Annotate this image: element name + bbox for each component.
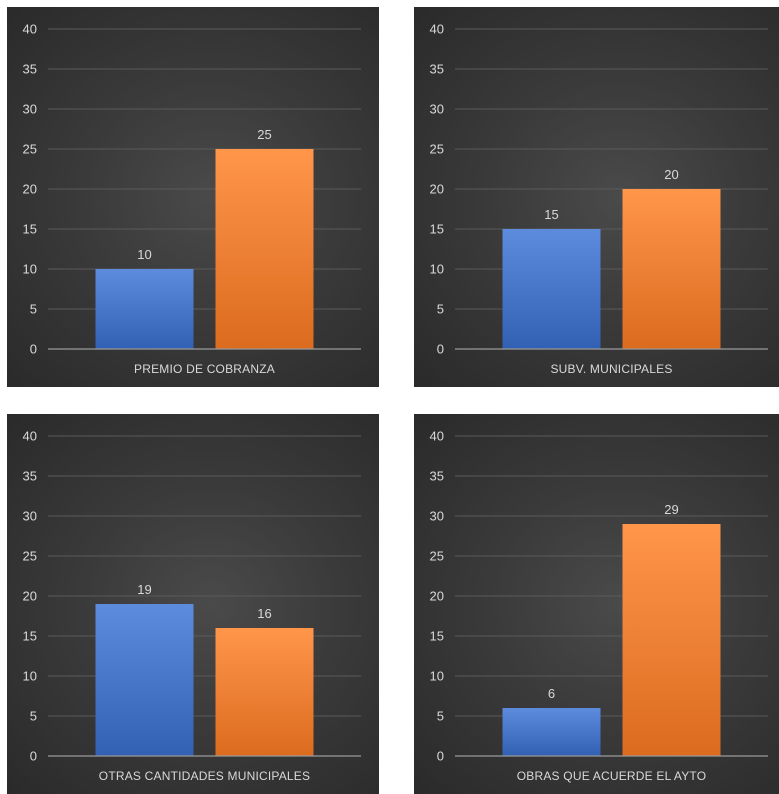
- y-tick-label: 0: [437, 342, 444, 357]
- y-tick-label: 10: [23, 669, 37, 684]
- y-tick-label: 15: [23, 629, 37, 644]
- bar-value-label: 15: [544, 207, 558, 222]
- bar-series-2: [622, 524, 721, 756]
- y-tick-label: 20: [23, 589, 37, 604]
- bar-value-label: 29: [664, 502, 678, 517]
- y-tick-label: 20: [23, 182, 37, 197]
- y-tick-label: 10: [23, 262, 37, 277]
- bar-value-label: 25: [257, 127, 271, 142]
- y-tick-label: 25: [430, 142, 444, 157]
- y-tick-label: 25: [23, 142, 37, 157]
- y-tick-label: 10: [430, 262, 444, 277]
- y-tick-label: 25: [430, 549, 444, 564]
- chart-svg-4: 0 5 10 15 20 25 30 35 40 6 29 OBRAS QUE ACUERDE EL …: [430, 429, 768, 783]
- bar-series-2: [622, 189, 721, 349]
- y-tick-label: 40: [430, 22, 444, 37]
- y-tick-label: 40: [23, 22, 37, 37]
- bar-value-label: 20: [664, 167, 678, 182]
- bar-series-1: [95, 269, 194, 349]
- y-tick-label: 20: [430, 182, 444, 197]
- bar-series-1: [502, 708, 601, 756]
- y-tick-label: 5: [437, 302, 444, 317]
- y-tick-label: 35: [23, 469, 37, 484]
- bar-value-label: 10: [137, 247, 151, 262]
- y-tick-label: 10: [430, 669, 444, 684]
- y-tick-label: 35: [23, 62, 37, 77]
- y-tick-label: 15: [430, 629, 444, 644]
- x-category-label: OBRAS QUE ACUERDE EL AYTO: [517, 769, 707, 783]
- y-tick-label: 0: [437, 749, 444, 764]
- bar-value-label: 16: [257, 606, 271, 621]
- y-tick-label: 5: [30, 302, 37, 317]
- y-tick-label: 0: [30, 342, 37, 357]
- chart-svg-2: 0 5 10 15 20 25 30 35 40 15 20 SUBV. MUNICIPALES: [430, 22, 768, 376]
- x-category-label: SUBV. MUNICIPALES: [550, 362, 672, 376]
- y-tick-label: 15: [430, 222, 444, 237]
- y-tick-label: 30: [430, 102, 444, 117]
- bar-series-1: [502, 229, 601, 349]
- y-tick-label: 40: [23, 429, 37, 444]
- x-category-label: PREMIO DE COBRANZA: [134, 362, 275, 376]
- bar-series-1: [95, 604, 194, 756]
- bar-value-label: 19: [137, 582, 151, 597]
- bar-series-2: [215, 149, 314, 349]
- y-tick-label: 35: [430, 62, 444, 77]
- y-tick-label: 0: [30, 749, 37, 764]
- y-tick-label: 35: [430, 469, 444, 484]
- chart-svg-1: 0 5 10 15 20 25 30 35 40 10 25 PREMIO DE COBRANZA: [23, 22, 361, 376]
- chart-panel-2: 0 5 10 15 20 25 30 35 40 15 20 SUBV. MUNICIPALES: [414, 7, 779, 387]
- y-tick-label: 30: [23, 102, 37, 117]
- y-tick-label: 40: [430, 429, 444, 444]
- y-tick-label: 30: [23, 509, 37, 524]
- chart-panel-4: 0 5 10 15 20 25 30 35 40 6 29 OBRAS QUE ACUERDE EL …: [414, 414, 779, 794]
- bar-value-label: 6: [548, 686, 555, 701]
- y-tick-label: 15: [23, 222, 37, 237]
- y-tick-label: 5: [30, 709, 37, 724]
- y-tick-label: 25: [23, 549, 37, 564]
- y-tick-label: 5: [437, 709, 444, 724]
- y-tick-label: 30: [430, 509, 444, 524]
- bar-series-2: [215, 628, 314, 756]
- chart-panel-1: 0 5 10 15 20 25 30 35 40 10 25 PREMIO DE COBRANZA: [7, 7, 379, 387]
- chart-panel-3: 0 5 10 15 20 25 30 35 40 19 16 OTRAS CANTIDADES MUN…: [7, 414, 379, 794]
- chart-svg-3: 0 5 10 15 20 25 30 35 40 19 16 OTRAS CANTIDADES MUN…: [23, 429, 361, 783]
- x-category-label: OTRAS CANTIDADES MUNICIPALES: [99, 769, 310, 783]
- y-tick-label: 20: [430, 589, 444, 604]
